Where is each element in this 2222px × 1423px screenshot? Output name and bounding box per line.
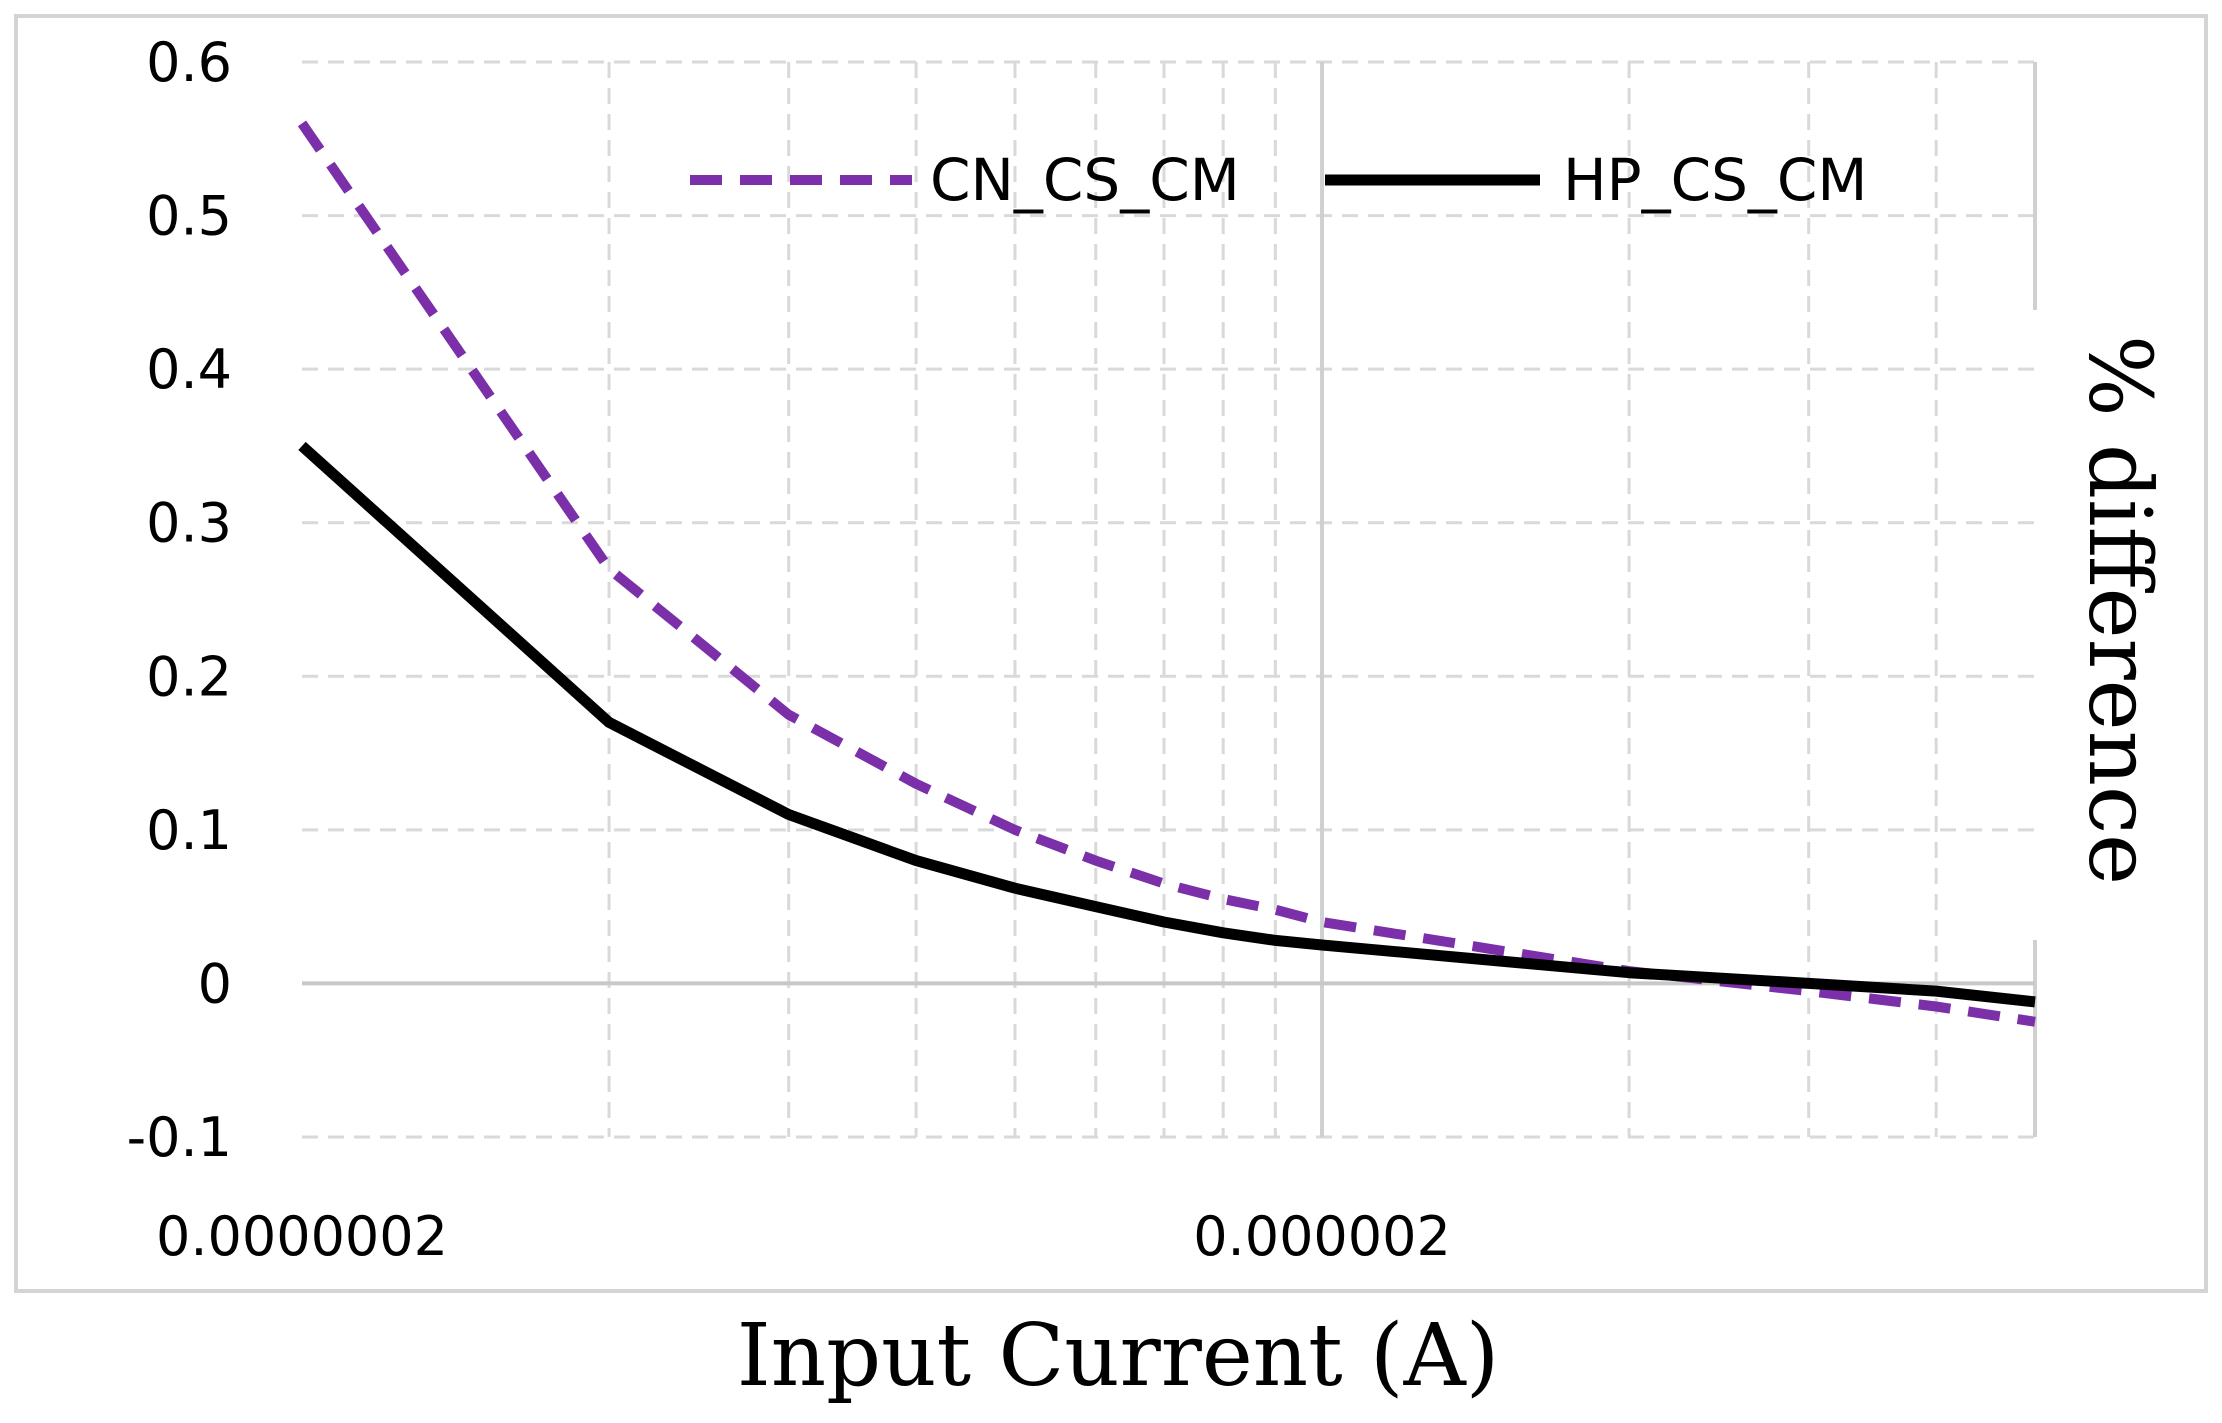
legend: CN_CS_CM HP_CS_CM bbox=[690, 146, 1867, 214]
series-line-hp-cs-cm bbox=[298, 441, 2036, 1008]
x-axis-title: Input Current (A) bbox=[737, 1306, 1500, 1406]
y-tick-label: 0.1 bbox=[146, 799, 232, 862]
y-tick-label: -0.1 bbox=[127, 1106, 232, 1169]
series-line-cn-cs-cm bbox=[297, 120, 2036, 1027]
y-axis-title: % difference bbox=[2069, 335, 2169, 885]
y-tick-label: 0.3 bbox=[146, 492, 232, 555]
x-tick-label: 0.0000002 bbox=[156, 1205, 448, 1268]
y-tick-label: 0 bbox=[198, 952, 232, 1015]
y-tick-label: 0.5 bbox=[146, 185, 232, 248]
series-layer bbox=[297, 120, 2036, 1027]
label-layer: -0.1 0 0.1 0.2 0.3 0.4 0.5 0.6 0.0000002 0.000002 bbox=[127, 31, 1451, 1268]
legend-label-cn-cs-cm: CN_CS_CM bbox=[930, 146, 1240, 214]
y-tick-label: 0.6 bbox=[146, 31, 232, 94]
grid-layer bbox=[302, 60, 2037, 1139]
y-tick-label: 0.2 bbox=[146, 645, 232, 708]
legend-label-hp-cs-cm: HP_CS_CM bbox=[1563, 146, 1867, 214]
x-tick-label: 0.000002 bbox=[1193, 1205, 1451, 1268]
chart-frame bbox=[14, 14, 2208, 1293]
y-tick-label: 0.4 bbox=[146, 338, 232, 401]
